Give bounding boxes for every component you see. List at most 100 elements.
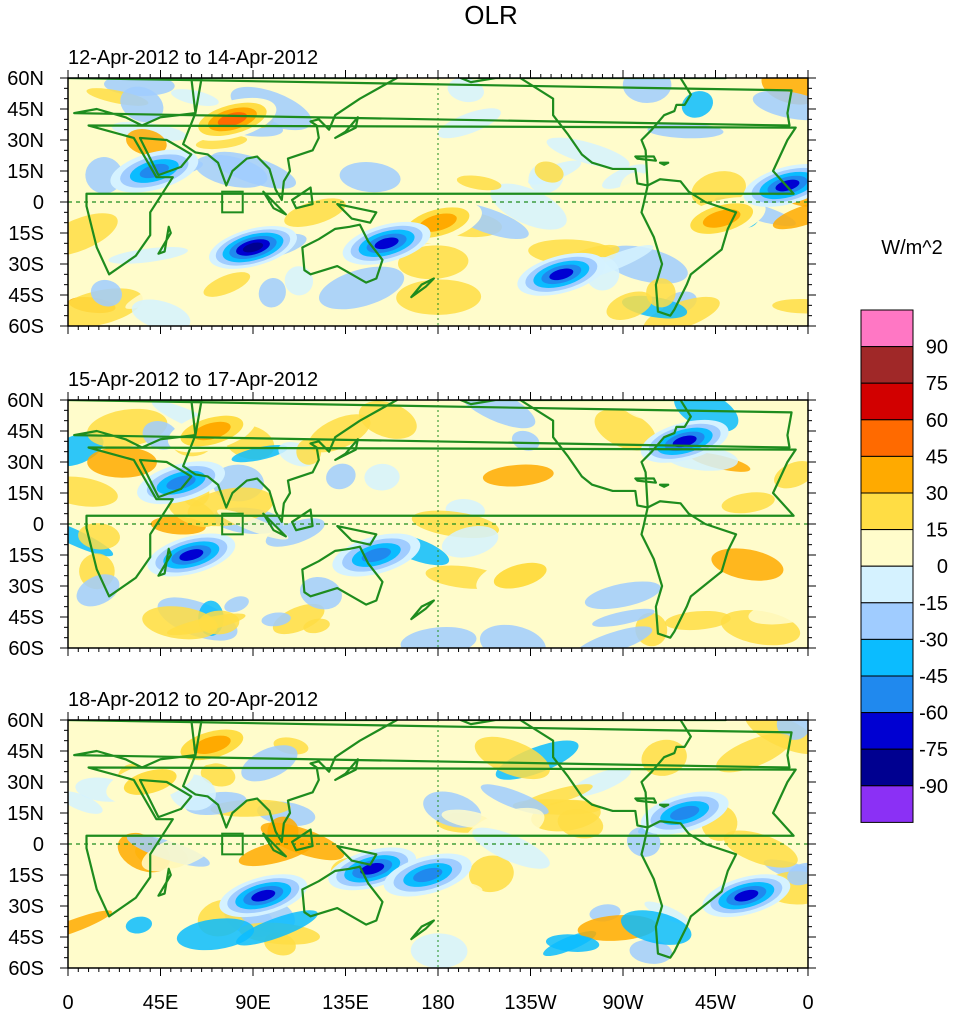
y-tick-label: 45S [8,607,44,629]
anomaly-blob [711,548,784,581]
anomaly-blob [265,518,325,547]
anomaly-center [672,435,697,448]
anomaly-blob [584,581,661,610]
y-tick-label: 30S [8,896,44,918]
anomaly-blob [534,161,564,183]
coastline [85,124,797,276]
coastline [182,720,398,844]
anomaly-blob [76,574,120,607]
coastline [68,720,793,769]
y-tick-label: 0 [33,834,44,856]
coastline [634,477,657,484]
coastline [336,524,378,546]
y-tick-label: 45N [7,99,44,121]
coastline [68,400,793,449]
anomaly-blob [200,763,236,787]
anomaly-blob [772,200,808,230]
anomaly-blob [456,400,536,429]
olr-field [68,400,808,648]
anomaly-blob [594,535,640,566]
coastline [336,202,378,224]
region-box [221,190,244,214]
anomaly-blob [131,299,191,326]
x-tick-label: 90E [235,992,271,1013]
anomaly-center [360,862,385,875]
anomaly-center [179,549,204,561]
anomaly-blob [176,918,255,951]
anomaly-blob [716,733,792,773]
coastline [182,78,398,202]
y-tick-label: 30N [7,130,44,152]
anomaly-center [413,867,443,883]
coastline [138,136,193,177]
anomaly-blob [379,599,419,630]
coastline [85,766,797,918]
x-axis: 0 45E 90E 135E 180 135W 90W 45W 0 [62,992,813,1013]
colorbar-label: -75 [919,739,948,761]
anomaly-blob [303,618,330,634]
coastline [634,797,657,804]
anomaly-blob [241,745,298,782]
colorbar-label: 0 [937,556,948,578]
anomaly-blob [482,464,554,487]
coastline [410,277,435,299]
y-tick-label: 30S [8,576,44,598]
figure-title: OLR [464,0,517,30]
colorbar-swatch [860,529,914,567]
y-tick-label: 45N [7,421,44,443]
anomaly-blob [338,125,397,152]
y-tick-label: 0 [33,514,44,536]
coastline [763,64,784,70]
coastline [410,919,435,941]
coastline [290,828,314,852]
coastline [85,446,797,598]
anomaly-blob [622,78,672,104]
anomaly-blob [787,862,808,886]
anomaly-blob [469,855,514,893]
anomaly-blob [339,162,401,193]
y-tick-label: 0 [33,192,44,214]
coastline [290,508,314,532]
anomaly-blob [397,245,469,280]
colorbar-swatch [860,382,914,421]
anomaly-blob [479,624,546,648]
y-tick-label: 60N [7,68,44,90]
coastline [658,161,670,166]
y-tick-label: 15N [7,161,44,183]
x-tick-label: 90W [602,992,643,1013]
anomaly-blob [400,626,477,648]
coastline [459,400,692,509]
coastline [157,225,172,255]
x-tick-label: 0 [802,992,813,1013]
region-box [221,832,244,856]
coastline [658,803,670,808]
colorbar-title: W/m^2 [881,237,943,259]
anomaly-blob [284,198,346,227]
y-tick-label: 60S [8,638,44,660]
colorbar-label: 60 [926,410,948,432]
colorbar-swatch [860,675,914,714]
anomaly-blob [546,137,630,169]
coastline [138,458,193,499]
anomaly-blob [141,832,217,872]
anomaly-blob [224,596,249,613]
region-box [221,512,244,536]
anomaly-center [123,769,177,795]
colorbar-swatch [860,712,914,750]
anomaly-center [251,889,276,902]
anomaly-blob [721,492,775,514]
coastline [157,547,172,577]
coastline [640,178,738,317]
colorbar-swatch [860,748,914,787]
anomaly-blob [125,916,152,934]
anomaly-blob [142,606,218,640]
coastline [334,438,359,462]
coastline [334,116,359,140]
anomaly-blob [410,933,468,968]
anomaly-blob [441,525,499,558]
anomaly-blob [723,830,798,868]
anomaly-blob [236,910,318,946]
colorbar: W/m^2 90 75 60 45 30 15 0 -15 -30 -45 -60 -75 -90 [860,237,948,823]
anomaly-blob [203,272,251,297]
colorbar-label: -30 [919,629,948,651]
